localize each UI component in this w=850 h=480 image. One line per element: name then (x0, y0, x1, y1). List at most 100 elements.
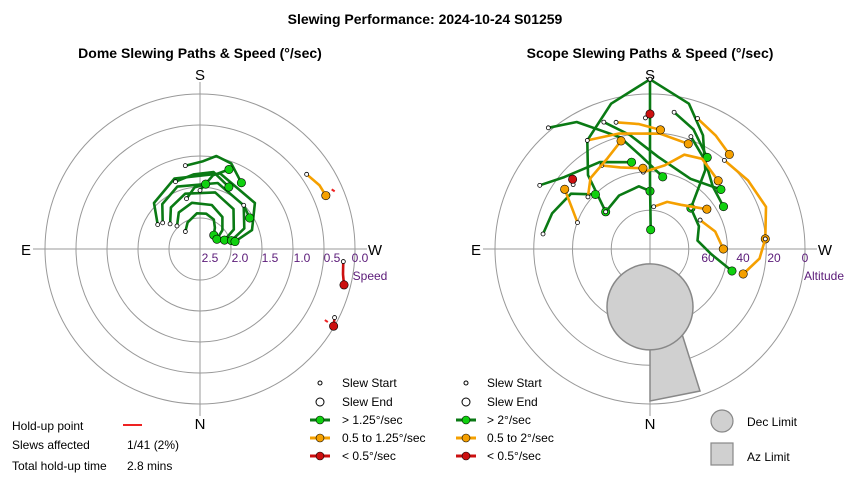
dome-path-12-end (329, 321, 339, 331)
dome-tick-0: 2.5 (202, 251, 219, 265)
scope-path-20-end (724, 149, 734, 159)
scope-chart: Scope Slewing Paths & Speed (°/sec) S N … (471, 45, 844, 433)
scope-path-15-start (584, 138, 590, 143)
scope-path-10-end (702, 152, 712, 162)
legend-fast-marker (315, 415, 325, 425)
dome-path-4-start (155, 222, 161, 227)
scope-path-9 (689, 135, 725, 208)
scope-path-22-end (645, 109, 655, 119)
dome-path-6-start (173, 179, 178, 185)
scope-path-7 (541, 192, 597, 236)
dome-holdup-1 (324, 319, 329, 323)
scope-path-2-start (603, 209, 609, 215)
scope-chart-title: Scope Slewing Paths & Speed (°/sec) (527, 45, 774, 61)
dome-radial-ticks: 2.5 2.0 1.5 1.0 0.5 0.0 (202, 251, 369, 265)
scope-path-5 (602, 120, 723, 191)
dome-path-9-end (245, 213, 255, 223)
scope-path-17-start (697, 217, 703, 223)
dome-radial-label: Speed (353, 269, 388, 283)
scope-tick-0: 60 (701, 251, 715, 265)
scope-paths (537, 76, 770, 279)
slews-affected-label: Slews affected (12, 438, 90, 452)
dome-path-0-start (182, 229, 188, 234)
scope-path-3-end (646, 225, 656, 235)
scope-legend-az-limit: Az Limit (747, 450, 790, 464)
scope-legend: Slew Start Slew End > 2°/sec 0.5 to 2°/s… (456, 376, 798, 466)
scope-radial-label: Altitude (804, 269, 844, 283)
dome-path-8-end (201, 179, 211, 189)
scope-limits (606, 263, 701, 402)
dome-path-6-end (224, 182, 234, 192)
dome-path-8-start (184, 196, 189, 202)
legend-start-marker (317, 380, 323, 386)
scope-legend-mid: 0.5 to 2°/sec (487, 431, 554, 445)
scope-legend-dec-limit: Dec Limit (747, 415, 798, 429)
scope-path-6-end (727, 266, 737, 276)
dome-path-7-end (224, 164, 234, 174)
total-holdup-label: Total hold-up time (12, 459, 107, 473)
dome-legend: Slew Start Slew End > 1.25°/sec 0.5 to 1… (310, 376, 426, 463)
scope-path-8-start (537, 182, 543, 188)
dome-tick-3: 1.0 (294, 251, 311, 265)
dome-compass-south: S (195, 67, 205, 84)
scope-path-4-end (658, 172, 668, 182)
dome-path-7-start (197, 188, 203, 193)
legend-mid-marker (315, 433, 325, 443)
dec-limit-swatch (710, 409, 734, 433)
scope-path-19-start (613, 119, 619, 125)
scope-path-16-start (651, 204, 657, 210)
scope-legend-start-marker (463, 380, 469, 386)
dome-path-4-end (230, 237, 240, 247)
scope-path-11 (642, 153, 720, 183)
dome-path-2-start (167, 221, 173, 227)
scope-path-14 (741, 237, 767, 276)
dec-limit-circle (606, 263, 694, 351)
scope-compass-north: N (645, 416, 656, 433)
dome-path-2 (168, 191, 236, 242)
scope-path-21-end (560, 184, 570, 194)
holdup-stats: Hold-up point Slews affected 1/41 (2%) T… (12, 419, 179, 473)
scope-path-15 (586, 132, 690, 146)
scope-path-13-start (721, 157, 727, 163)
scope-path-7-start (540, 231, 546, 237)
scope-path-10 (672, 110, 709, 159)
scope-legend-start: Slew Start (487, 376, 542, 390)
scope-path-4-start (545, 125, 551, 131)
scope-path-21 (563, 188, 579, 224)
scope-compass-east: E (471, 242, 481, 259)
dome-tick-2: 1.5 (262, 251, 279, 265)
scope-path-6 (689, 206, 734, 273)
dome-compass-east: E (21, 242, 31, 259)
legend-end-marker (315, 397, 325, 407)
dome-path-10-start (304, 171, 310, 177)
dome-tick-5: 0.0 (352, 251, 369, 265)
scope-path-8 (538, 160, 633, 187)
dome-polar-grid (33, 82, 367, 416)
dome-chart-title: Dome Slewing Paths & Speed (°/sec) (78, 45, 322, 61)
scope-path-19-end (655, 125, 665, 135)
figure-title: Slewing Performance: 2024-10-24 S01259 (288, 11, 563, 27)
dome-path-5-end (236, 178, 246, 188)
legend-slow-marker (315, 451, 325, 461)
scope-path-3-start (647, 76, 653, 82)
dome-chart: Dome Slewing Paths & Speed (°/sec) S N E… (21, 45, 387, 433)
dome-legend-start: Slew Start (342, 376, 397, 390)
dome-path-6 (174, 170, 231, 189)
dome-tick-4: 0.5 (324, 251, 341, 265)
scope-compass-south: S (645, 67, 655, 84)
scope-path-15-end (683, 139, 693, 149)
scope-path-3 (648, 78, 652, 231)
scope-path-11-end (713, 176, 723, 186)
scope-path-1 (648, 78, 707, 210)
scope-path-18-start (585, 194, 591, 200)
scope-path-14-start (762, 236, 768, 242)
scope-legend-end: Slew End (487, 395, 538, 409)
dome-legend-end: Slew End (342, 395, 393, 409)
az-limit-swatch (710, 442, 734, 466)
scope-path-18-end (616, 136, 626, 146)
total-holdup-value: 2.8 mins (127, 459, 172, 473)
dome-path-0 (184, 212, 217, 237)
scope-path-20-start (695, 116, 700, 121)
dome-path-5 (184, 154, 243, 185)
